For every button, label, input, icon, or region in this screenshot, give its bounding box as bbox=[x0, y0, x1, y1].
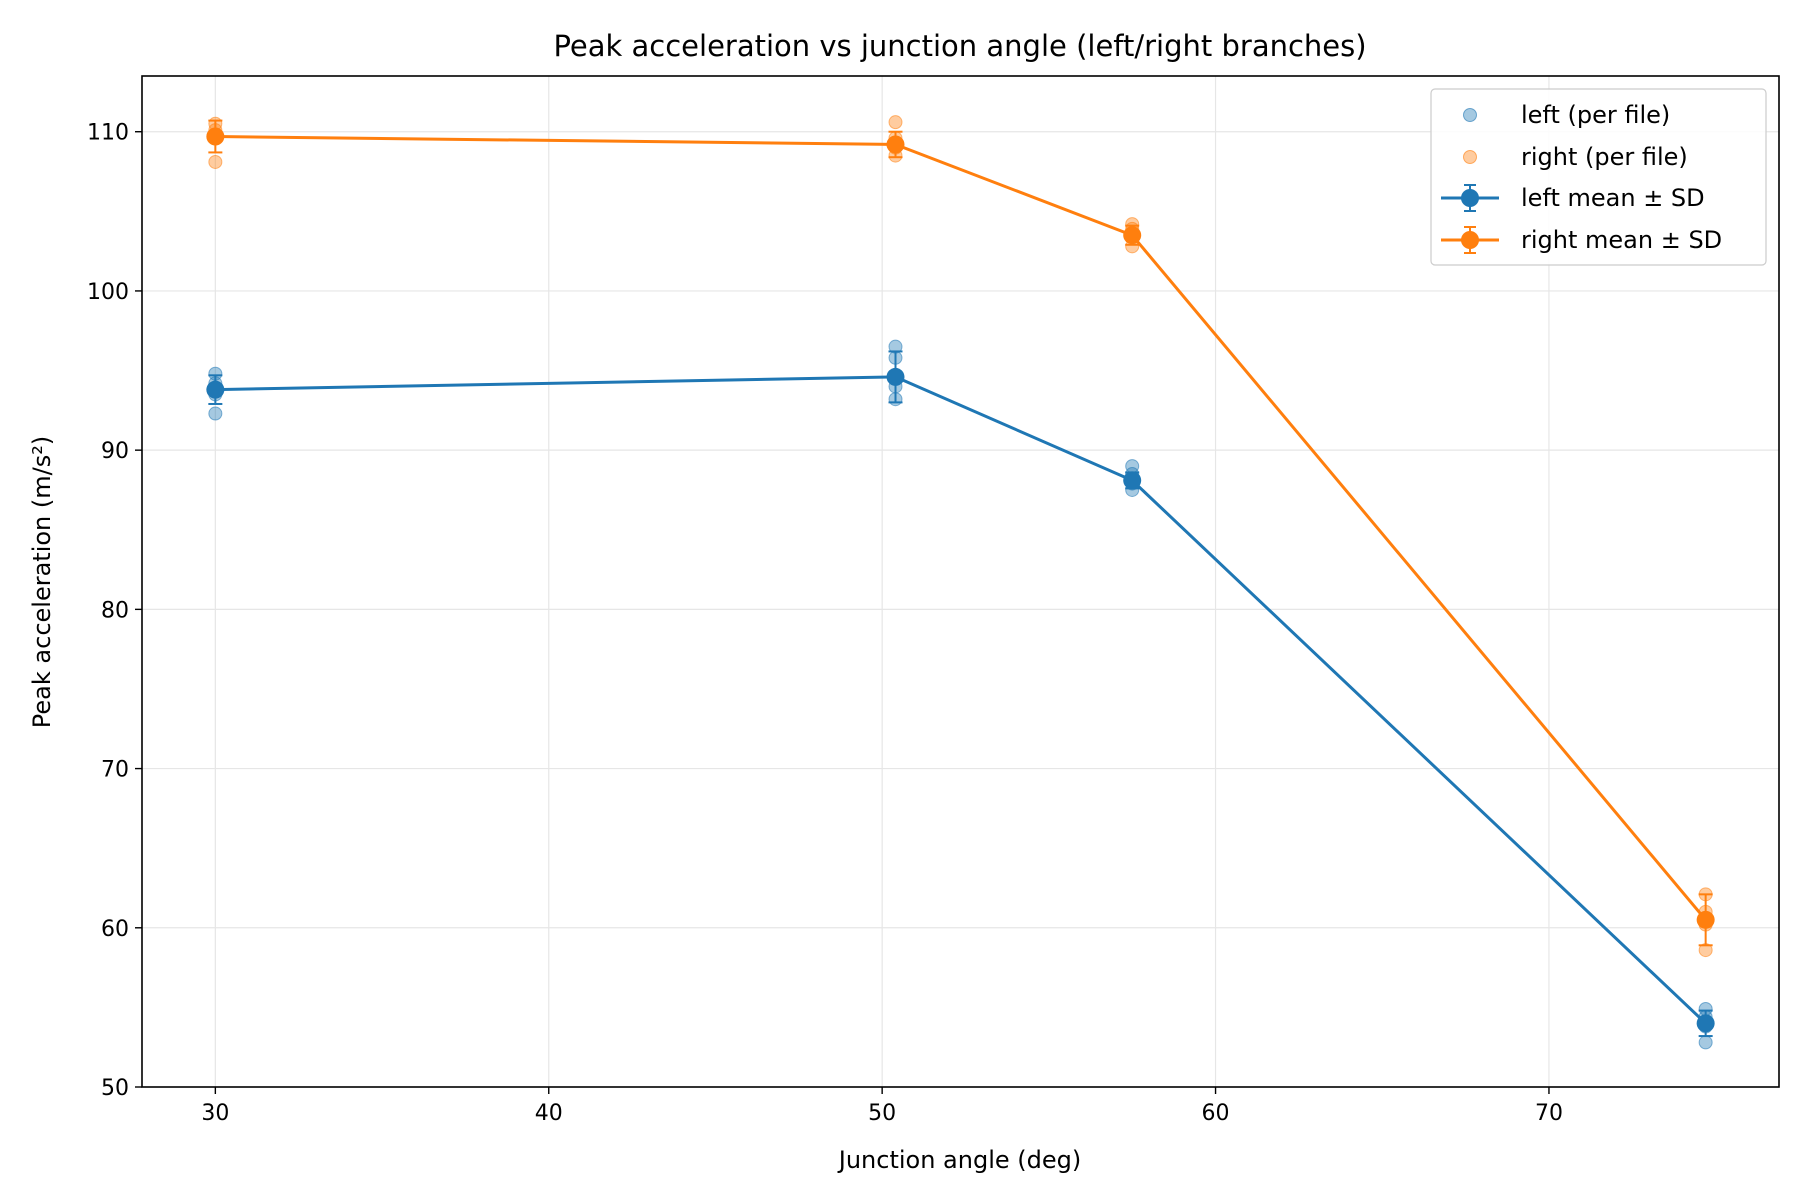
legend-label-right-per-file: right (per file) bbox=[1521, 143, 1688, 171]
legend-label-right-mean: right mean ± SD bbox=[1521, 226, 1722, 254]
mean-point-right bbox=[1696, 910, 1715, 929]
series-line-right bbox=[215, 135, 1707, 921]
y-tick-label: 70 bbox=[101, 758, 129, 783]
y-tick-label: 80 bbox=[101, 598, 129, 623]
x-tick-label: 50 bbox=[868, 1101, 896, 1126]
legend-marker-left-per-file bbox=[1463, 108, 1477, 122]
x-tick-label: 40 bbox=[535, 1101, 563, 1126]
legend-marker-right-per-file bbox=[1463, 150, 1477, 164]
chart-title: Peak acceleration vs junction angle (lef… bbox=[553, 29, 1366, 63]
scatter-point-right bbox=[208, 154, 223, 169]
y-axis-label: Peak acceleration (m/s²) bbox=[28, 436, 56, 728]
grid-lines bbox=[142, 76, 1779, 1088]
x-tick-label: 30 bbox=[201, 1101, 229, 1126]
legend-label-left-per-file: left (per file) bbox=[1521, 101, 1670, 129]
legend: left (per file) right (per file) left me… bbox=[1430, 88, 1767, 266]
scatter-point-left bbox=[208, 406, 223, 421]
y-tick-label: 50 bbox=[101, 1076, 129, 1101]
mean-point-left bbox=[886, 367, 905, 386]
mean-point-right bbox=[886, 135, 905, 154]
legend-marker-right-mean bbox=[1441, 226, 1499, 254]
mean-point-left bbox=[206, 380, 225, 399]
legend-marker-left-mean bbox=[1441, 184, 1499, 212]
mean-point-left bbox=[1696, 1014, 1715, 1033]
mean-point-left bbox=[1123, 471, 1142, 490]
legend-label-left-mean: left mean ± SD bbox=[1521, 184, 1705, 212]
mean-point-right bbox=[206, 127, 225, 146]
x-axis-label: Junction angle (deg) bbox=[837, 1146, 1081, 1174]
y-tick-label: 110 bbox=[87, 121, 129, 146]
scatter-point-left bbox=[1698, 1035, 1713, 1050]
x-tick-label: 70 bbox=[1535, 1101, 1563, 1126]
plot-marks bbox=[206, 115, 1715, 1050]
y-tick-label: 60 bbox=[101, 917, 129, 942]
y-tick-label: 100 bbox=[87, 280, 129, 305]
plot-frame bbox=[141, 75, 1780, 1088]
mean-point-right bbox=[1123, 226, 1142, 245]
y-tick-label: 90 bbox=[101, 439, 129, 464]
x-axis-ticks: 30 40 50 60 70 bbox=[201, 1087, 1563, 1126]
scatter-point-left bbox=[1125, 459, 1140, 474]
x-tick-label: 60 bbox=[1202, 1101, 1230, 1126]
series-line-left bbox=[215, 375, 1707, 1025]
y-axis-ticks: 50 60 70 80 90 100 110 bbox=[87, 121, 142, 1101]
scatter-point-right bbox=[888, 115, 903, 130]
legend-box bbox=[1430, 88, 1767, 266]
